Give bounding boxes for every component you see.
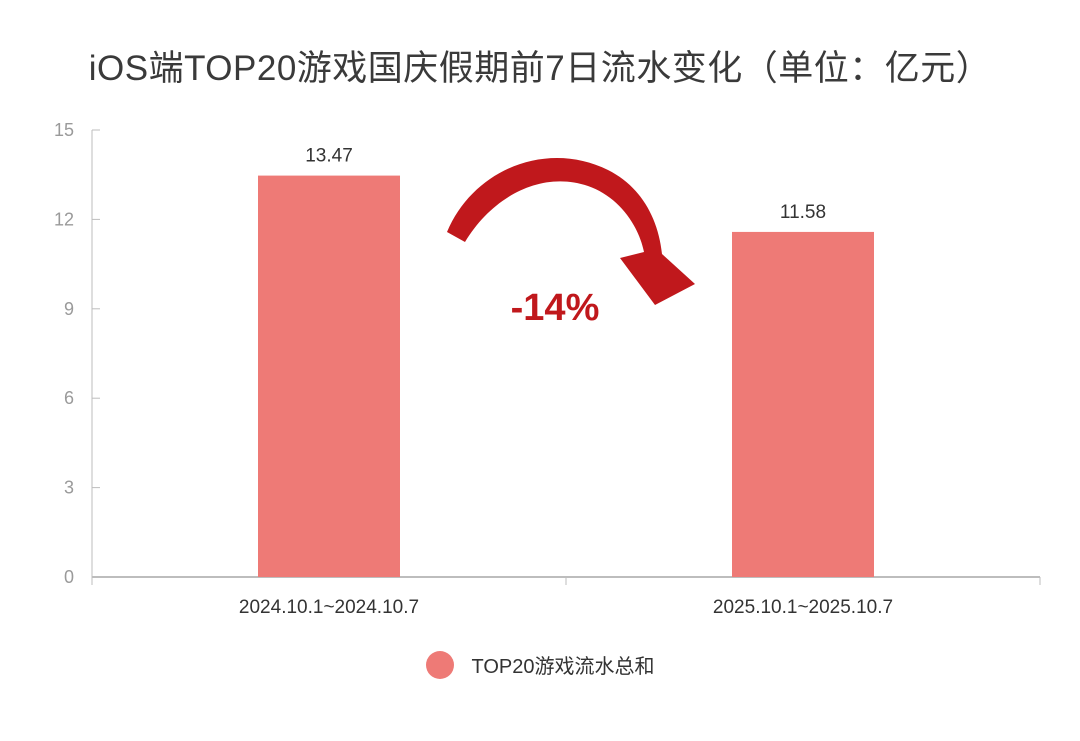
bar-layer: 13.47 11.58: [258, 146, 874, 577]
y-tick-label: 0: [64, 567, 74, 587]
y-tick-label: 9: [64, 299, 74, 319]
annotation-layer: -14%: [511, 287, 600, 329]
data-label: 11.58: [780, 202, 826, 223]
change-arrow: [447, 157, 695, 305]
change-arrow-icon: [447, 157, 695, 305]
y-tick-label: 6: [64, 388, 74, 408]
y-tick-label: 12: [54, 209, 74, 229]
x-tick-label: 2024.10.1~2024.10.7: [239, 597, 419, 618]
change-percent-label: -14%: [511, 287, 600, 329]
axis-layer: 0 3 6 9 12 15 2024.10.1~2024.10.7 2025.10.1~202…: [54, 120, 1041, 618]
y-tick-label: 15: [54, 120, 74, 140]
data-label: 13.47: [305, 146, 353, 167]
y-tick-label: 3: [64, 478, 74, 498]
bar: [732, 231, 874, 577]
legend-label: TOP20游戏流水总和: [471, 656, 655, 678]
legend: TOP20游戏流水总和: [0, 650, 1080, 679]
bar: [258, 175, 400, 577]
legend-swatch: [425, 650, 454, 679]
x-tick-label: 2025.10.1~2025.10.7: [713, 597, 893, 618]
chart-title: iOS端TOP20游戏国庆假期前7日流水变化（单位：亿元）: [88, 49, 992, 88]
